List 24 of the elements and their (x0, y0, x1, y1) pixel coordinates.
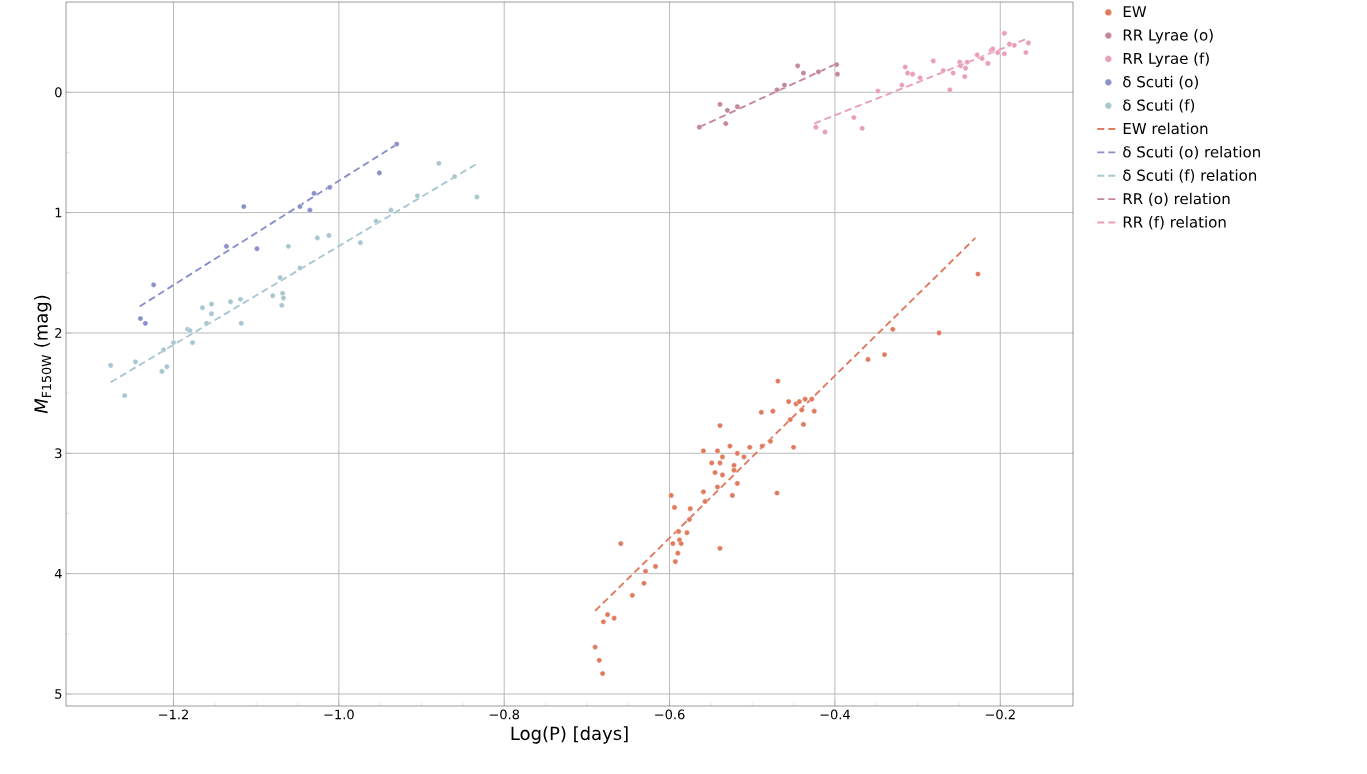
legend-label: δ Scuti (o) (1123, 75, 1198, 90)
x-tick-label: −0.2 (985, 709, 1015, 720)
y-tick-label: 2 (55, 328, 62, 338)
y-tick-label: 5 (55, 689, 62, 699)
y-tick-label: 1 (55, 207, 62, 218)
y-axis-title: M$_{F150W}$ (mag) (33, 295, 52, 414)
x-tick-label: −1.2 (159, 709, 188, 720)
y-tick-label: 0 (55, 87, 62, 98)
legend-label: EW relation (1123, 122, 1208, 135)
x-tick-label: −0.4 (820, 709, 850, 720)
y-tick-label: 4 (54, 568, 62, 579)
x-tick-label: −1.0 (324, 709, 354, 720)
y-tick-label: 3 (55, 448, 62, 459)
legend-label: RR Lyrae (f) (1123, 52, 1209, 67)
x-tick-label: −0.6 (655, 709, 685, 720)
legend-label: δ Scuti (f) relation (1123, 169, 1257, 183)
legend-label: RR (o) relation (1123, 192, 1230, 207)
legend-label: EW (1123, 6, 1147, 18)
legend-label: δ Scuti (f) (1123, 99, 1195, 113)
legend-label: RR Lyrae (o) (1123, 29, 1213, 44)
legend-label: δ Scuti (o) relation (1123, 145, 1260, 160)
x-axis-title: Log(P) [days] (511, 726, 628, 744)
legend-label: RR (f) relation (1123, 216, 1226, 230)
x-tick-label: −0.8 (489, 709, 520, 720)
